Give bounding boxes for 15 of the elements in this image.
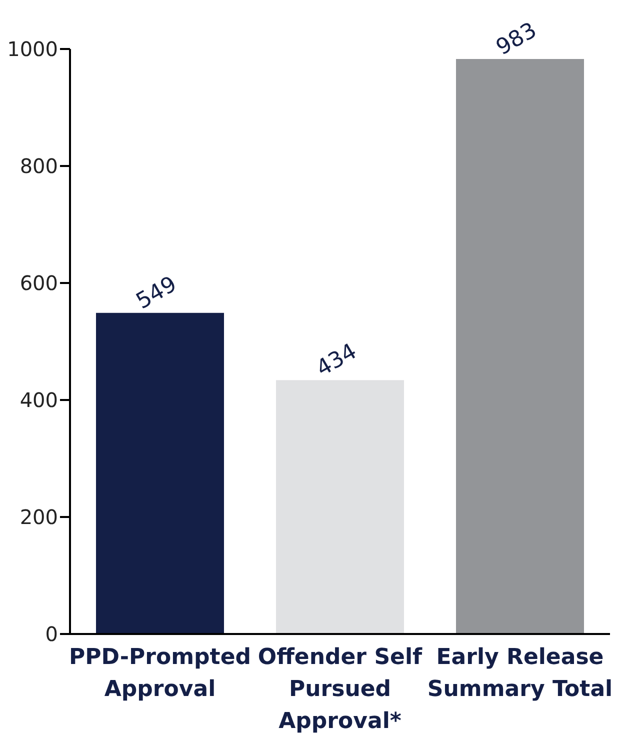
y-tick-label: 1000 xyxy=(7,37,58,62)
y-tick-label: 600 xyxy=(20,271,58,296)
bar xyxy=(96,312,224,634)
y-tick-label: 200 xyxy=(20,505,58,530)
y-tick-label: 0 xyxy=(45,622,58,646)
x-tick-label: Offender Self Pursued Approval* xyxy=(258,645,423,734)
bar xyxy=(456,58,584,634)
y-tick-label: 400 xyxy=(20,388,58,412)
y-tick-label: 800 xyxy=(20,154,58,178)
x-tick-label: Early Release Summary Total xyxy=(427,645,613,702)
bar xyxy=(276,380,404,634)
data-label: 549 xyxy=(132,272,182,315)
data-label: 983 xyxy=(492,18,542,61)
x-tick-label: PPD-Prompted Approval xyxy=(69,645,251,702)
data-label: 434 xyxy=(312,339,362,382)
